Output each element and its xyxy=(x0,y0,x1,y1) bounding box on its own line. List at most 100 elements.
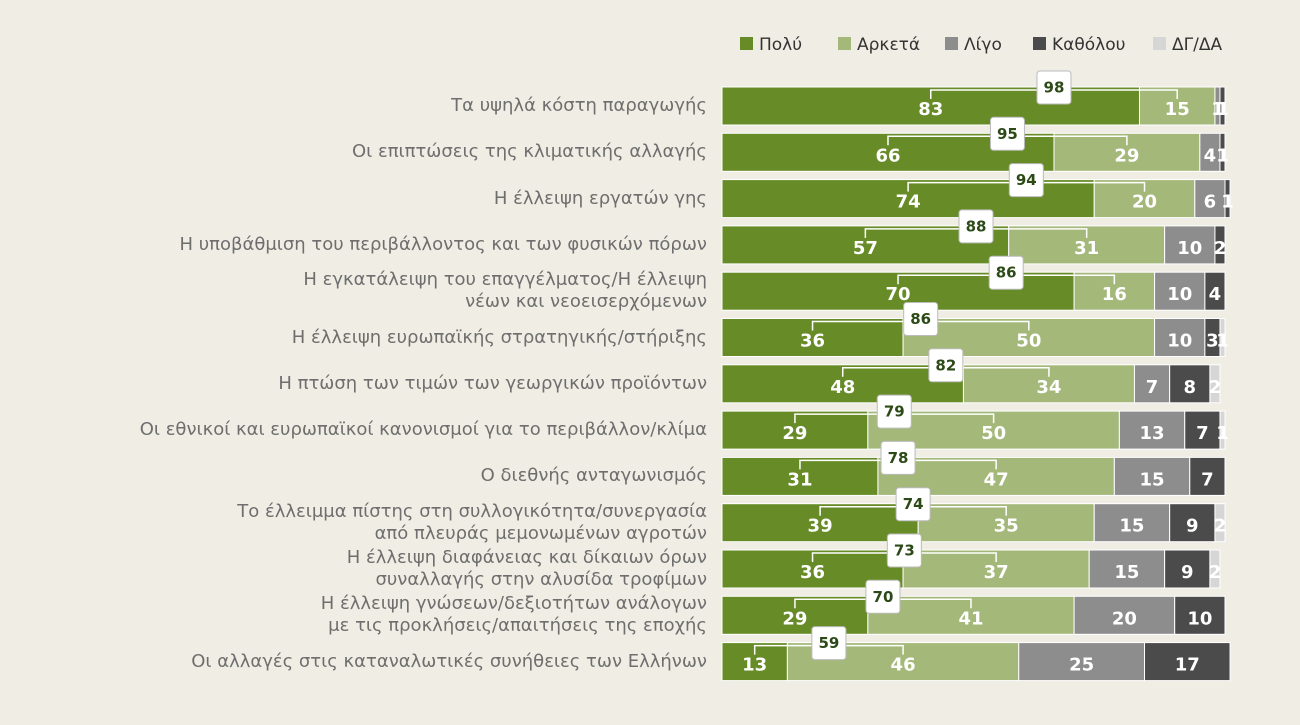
value-label: 10 xyxy=(1177,238,1202,259)
total-box xyxy=(811,626,847,661)
category-label: Ο διεθνής ανταγωνισμός xyxy=(480,465,707,487)
total-box xyxy=(928,348,964,383)
value-label: 31 xyxy=(787,469,812,490)
legend-label: Λίγο xyxy=(964,35,1002,55)
total-label: 73 xyxy=(894,542,915,560)
legend-swatch xyxy=(1033,37,1046,50)
bar-segment xyxy=(1118,410,1186,450)
value-label: 4 xyxy=(1204,145,1217,166)
total-box xyxy=(903,302,939,336)
total-box xyxy=(886,533,922,568)
bar-segment xyxy=(1088,549,1166,589)
total-box xyxy=(988,255,1024,290)
category-label: Η εγκατάλειψη του επαγγέλματος/Η έλλειψη… xyxy=(303,269,707,313)
total-box xyxy=(1008,163,1044,198)
value-label: 3 xyxy=(1206,331,1219,352)
total-label: 95 xyxy=(997,125,1018,143)
bar-segment xyxy=(1209,364,1221,404)
legend-label: Καθόλου xyxy=(1052,35,1125,55)
value-label: 2 xyxy=(1209,377,1222,398)
bar-segment xyxy=(1224,179,1231,219)
value-label: 7 xyxy=(1196,423,1209,444)
value-label: 15 xyxy=(1165,99,1190,120)
value-label: 4 xyxy=(1209,284,1222,305)
bar-segment xyxy=(1214,225,1226,265)
category-label: Οι αλλαγές στις καταναλωτικές συνήθειες … xyxy=(191,650,707,672)
value-label: 25 xyxy=(1069,655,1094,676)
bar-segment xyxy=(1209,549,1221,589)
bar-segment xyxy=(1184,410,1221,450)
value-label: 10 xyxy=(1167,284,1192,305)
value-label: 13 xyxy=(742,655,767,676)
legend-label: Πολύ xyxy=(759,35,802,55)
total-label: 70 xyxy=(873,588,894,606)
bar-segment xyxy=(1214,503,1226,543)
value-label: 83 xyxy=(918,99,943,120)
value-label: 1 xyxy=(1216,331,1229,352)
value-label: 36 xyxy=(800,562,825,583)
value-label: 8 xyxy=(1184,377,1197,398)
total-label: 82 xyxy=(935,356,956,374)
value-label: 2 xyxy=(1209,562,1222,583)
value-label: 20 xyxy=(1112,608,1137,629)
value-label: 57 xyxy=(853,238,878,259)
value-label: 16 xyxy=(1102,284,1127,305)
value-label: 29 xyxy=(782,608,807,629)
value-label: 47 xyxy=(984,469,1009,490)
legend-swatch xyxy=(838,37,851,50)
category-label: Η πτώση των τιμών των γεωργικών προϊόντω… xyxy=(278,372,707,394)
total-label: 78 xyxy=(888,449,909,467)
total-label: 94 xyxy=(1016,171,1037,189)
value-label: 2 xyxy=(1214,238,1227,259)
value-label: 1 xyxy=(1216,423,1229,444)
value-label: 74 xyxy=(896,192,921,213)
value-label: 39 xyxy=(808,516,833,537)
bar-segment xyxy=(1219,410,1226,450)
bar-segment xyxy=(1169,364,1211,404)
total-box xyxy=(958,209,994,244)
legend-swatch xyxy=(740,37,753,50)
total-label: 86 xyxy=(910,310,931,328)
category-label: Η έλλειψη ευρωπαϊκής στρατηγικής/στήριξη… xyxy=(291,326,707,348)
total-label: 59 xyxy=(818,634,839,652)
total-box xyxy=(895,487,931,522)
value-label: 15 xyxy=(1140,469,1165,490)
legend-label: ΔΓ/ΔΑ xyxy=(1172,35,1222,55)
value-label: 36 xyxy=(800,331,825,352)
total-label: 79 xyxy=(884,403,905,421)
value-label: 34 xyxy=(1036,377,1061,398)
value-label: 37 xyxy=(984,562,1009,583)
value-label: 50 xyxy=(981,423,1006,444)
value-label: 1 xyxy=(1216,99,1229,120)
value-label: 41 xyxy=(958,608,983,629)
total-label: 98 xyxy=(1044,79,1065,97)
total-box xyxy=(1036,70,1072,105)
bar-segment xyxy=(1219,318,1226,357)
value-label: 2 xyxy=(1214,516,1227,537)
value-label: 46 xyxy=(891,655,916,676)
value-label: 20 xyxy=(1132,192,1157,213)
legend-swatch xyxy=(1153,37,1166,50)
bar-segment xyxy=(1164,225,1216,265)
total-box xyxy=(989,116,1025,151)
value-label: 7 xyxy=(1146,377,1159,398)
value-label: 10 xyxy=(1187,608,1212,629)
bar-segment xyxy=(1174,595,1226,635)
value-label: 31 xyxy=(1074,238,1099,259)
bar-segment xyxy=(1219,86,1226,126)
value-label: 10 xyxy=(1167,331,1192,352)
value-label: 9 xyxy=(1186,516,1199,537)
total-label: 74 xyxy=(903,495,924,513)
value-label: 6 xyxy=(1204,192,1217,213)
legend-swatch xyxy=(945,37,958,50)
category-label: Η έλλειψη γνώσεων/δεξιοτήτων ανάλογων με… xyxy=(320,593,707,637)
bar-segment xyxy=(1113,456,1191,496)
bar-segment xyxy=(1144,642,1231,682)
value-label: 1 xyxy=(1221,192,1234,213)
value-label: 13 xyxy=(1140,423,1165,444)
bar-segment xyxy=(1018,642,1146,682)
value-label: 35 xyxy=(994,516,1019,537)
total-label: 86 xyxy=(996,264,1017,282)
category-label: Τα υψηλά κόστη παραγωγής xyxy=(451,95,707,116)
